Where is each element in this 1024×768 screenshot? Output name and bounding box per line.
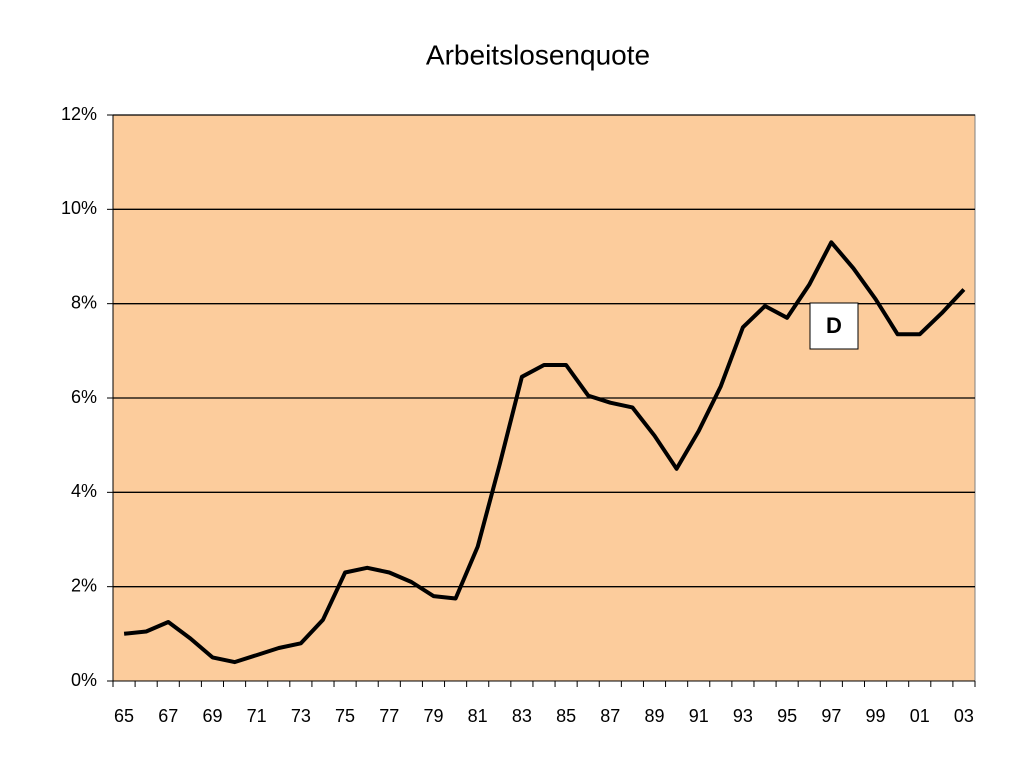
x-tick-label: 69 (202, 706, 222, 726)
x-tick-label: 87 (600, 706, 620, 726)
x-tick-label: 77 (379, 706, 399, 726)
y-tick-label: 6% (71, 387, 97, 407)
x-tick-label: 93 (733, 706, 753, 726)
chart-title: Arbeitslosenquote (426, 39, 650, 70)
x-tick-label: 85 (556, 706, 576, 726)
x-tick-label: 03 (954, 706, 974, 726)
data-line (123, 240, 966, 665)
x-tick-label: 81 (468, 706, 488, 726)
x-tick-label: 75 (335, 706, 355, 726)
x-tick-label: 67 (158, 706, 178, 726)
x-tick-label: 01 (910, 706, 930, 726)
y-tick-label: 12% (61, 104, 97, 124)
x-tick-label: 71 (247, 706, 267, 726)
y-tick-label: 4% (71, 481, 97, 501)
x-tick-label: 89 (644, 706, 664, 726)
x-tick-label: 95 (777, 706, 797, 726)
y-tick-label: 10% (61, 198, 97, 218)
x-tick-label: 65 (114, 706, 134, 726)
x-tick-label: 97 (821, 706, 841, 726)
x-tick-label: 99 (866, 706, 886, 726)
annotation-box (809, 302, 859, 350)
x-tick-label: 79 (423, 706, 443, 726)
y-tick-label: 8% (71, 292, 97, 312)
y-tick-label: 0% (71, 670, 97, 690)
y-tick-label: 2% (71, 575, 97, 595)
x-tick-label: 73 (291, 706, 311, 726)
x-tick-label: 91 (689, 706, 709, 726)
annotation: D (826, 313, 842, 338)
x-tick-label: 83 (512, 706, 532, 726)
